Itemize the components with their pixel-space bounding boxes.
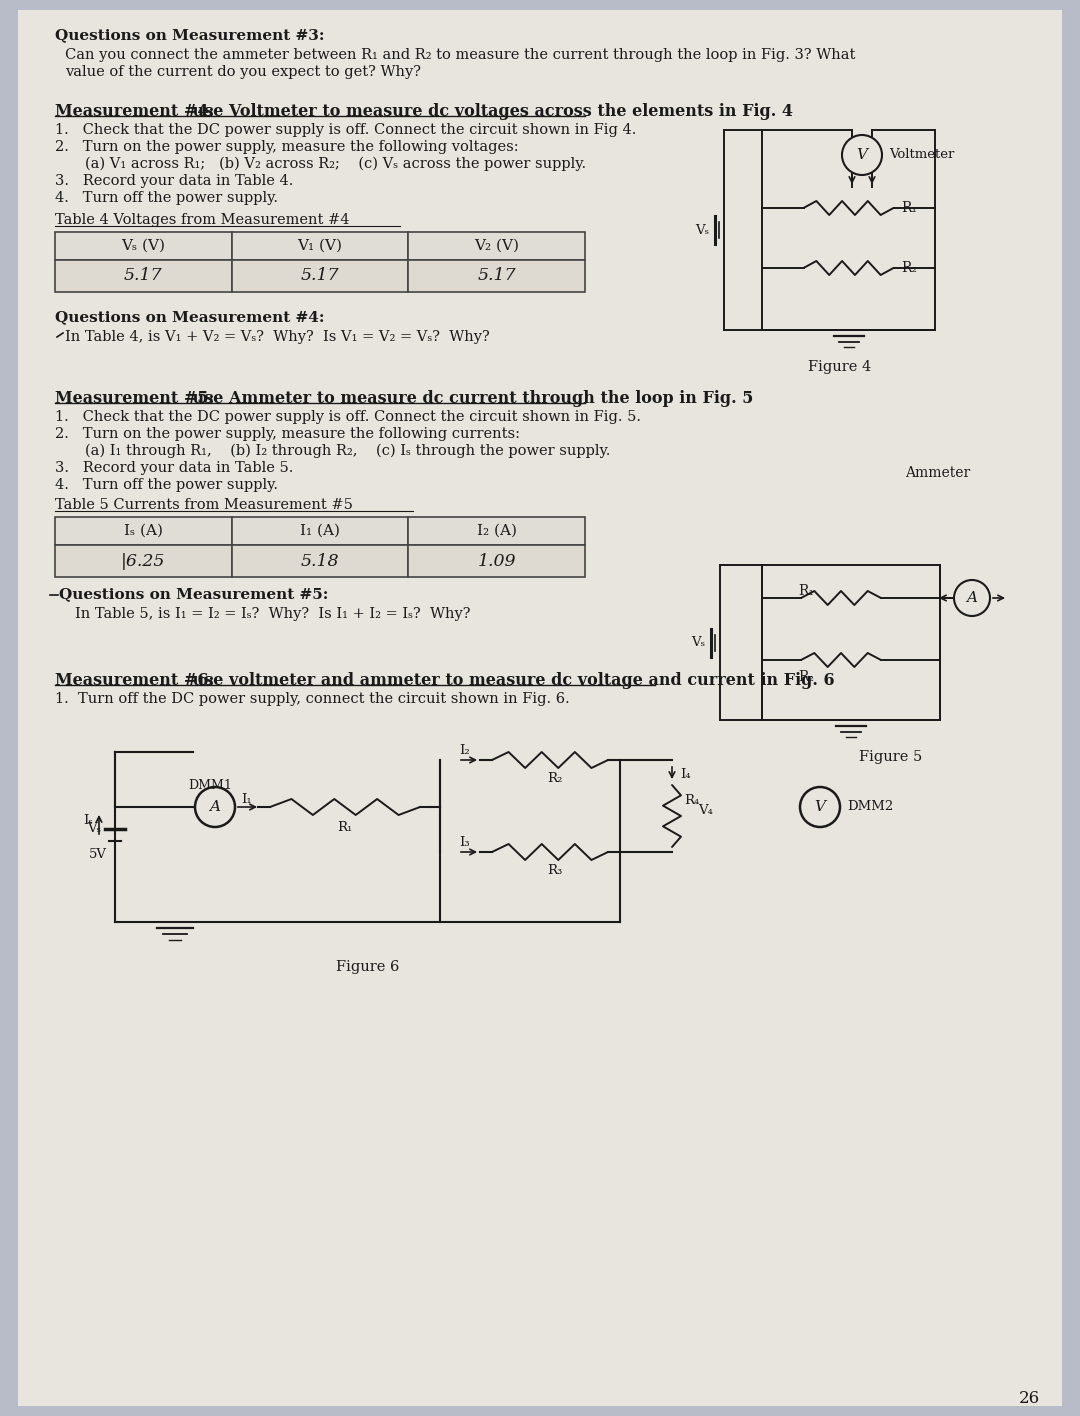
Bar bbox=[408, 517, 585, 545]
Text: Measurement #6:: Measurement #6: bbox=[55, 673, 215, 690]
Text: Table 5 Currents from Measurement #5: Table 5 Currents from Measurement #5 bbox=[55, 498, 353, 513]
Text: 1.  Turn off the DC power supply, connect the circuit shown in Fig. 6.: 1. Turn off the DC power supply, connect… bbox=[55, 692, 570, 707]
Bar bbox=[55, 517, 232, 545]
Text: use Voltmeter to measure dc voltages across the elements in Fig. 4: use Voltmeter to measure dc voltages acr… bbox=[187, 103, 793, 120]
Text: Figure 4: Figure 4 bbox=[808, 360, 872, 374]
Text: 3.   Record your data in Table 5.: 3. Record your data in Table 5. bbox=[55, 462, 294, 474]
Text: R₁: R₁ bbox=[902, 201, 917, 215]
Bar bbox=[232, 517, 408, 545]
Text: R₂: R₂ bbox=[548, 772, 563, 784]
Bar bbox=[55, 232, 232, 261]
Text: In Table 5, is I₁ = I₂ = Iₛ?  Why?  Is I₁ + I₂ = Iₛ?  Why?: In Table 5, is I₁ = I₂ = Iₛ? Why? Is I₁ … bbox=[75, 607, 471, 622]
Text: Iₛ: Iₛ bbox=[83, 814, 93, 827]
Circle shape bbox=[954, 581, 990, 616]
Text: (a) I₁ through R₁,    (b) I₂ through R₂,    (c) Iₛ through the power supply.: (a) I₁ through R₁, (b) I₂ through R₂, (c… bbox=[85, 445, 610, 459]
Bar bbox=[408, 261, 585, 292]
Text: use voltmeter and ammeter to measure dc voltage and current in Fig. 6: use voltmeter and ammeter to measure dc … bbox=[187, 673, 835, 690]
Text: R₂: R₂ bbox=[798, 670, 814, 684]
Text: Questions on Measurement #4:: Questions on Measurement #4: bbox=[55, 310, 324, 324]
Text: 5.17: 5.17 bbox=[477, 268, 516, 285]
Bar bbox=[232, 261, 408, 292]
Text: 3.   Record your data in Table 4.: 3. Record your data in Table 4. bbox=[55, 174, 294, 188]
Text: R₁: R₁ bbox=[337, 821, 353, 834]
Bar bbox=[55, 545, 232, 576]
Text: Measurement #4:: Measurement #4: bbox=[55, 103, 215, 120]
Bar bbox=[232, 545, 408, 576]
Text: 2.   Turn on the power supply, measure the following voltages:: 2. Turn on the power supply, measure the… bbox=[55, 140, 518, 154]
Text: In Table 4, is V₁ + V₂ = Vₛ?  Why?  Is V₁ = V₂ = Vₛ?  Why?: In Table 4, is V₁ + V₂ = Vₛ? Why? Is V₁ … bbox=[65, 330, 489, 344]
Text: V₁ (V): V₁ (V) bbox=[297, 239, 342, 253]
Text: 1.09: 1.09 bbox=[477, 552, 516, 569]
Bar bbox=[232, 232, 408, 261]
Text: R₃: R₃ bbox=[548, 864, 563, 877]
Text: 5.17: 5.17 bbox=[124, 268, 163, 285]
Text: 4.   Turn off the power supply.: 4. Turn off the power supply. bbox=[55, 191, 278, 205]
Text: use Ammeter to measure dc current through the loop in Fig. 5: use Ammeter to measure dc current throug… bbox=[187, 389, 754, 406]
Text: DMM1: DMM1 bbox=[188, 779, 232, 792]
Text: 26: 26 bbox=[1018, 1391, 1040, 1408]
Text: Figure 5: Figure 5 bbox=[860, 750, 922, 765]
Text: 2.   Turn on the power supply, measure the following currents:: 2. Turn on the power supply, measure the… bbox=[55, 428, 519, 440]
Text: DMM2: DMM2 bbox=[847, 800, 893, 814]
Text: R₁: R₁ bbox=[798, 583, 814, 598]
Text: |6.25: |6.25 bbox=[121, 552, 165, 569]
Text: 1.   Check that the DC power supply is off. Connect the circuit shown in Fig 4.: 1. Check that the DC power supply is off… bbox=[55, 123, 636, 137]
Text: Vₛ: Vₛ bbox=[691, 636, 705, 649]
Text: (a) V₁ across R₁;   (b) V₂ across R₂;    (c) Vₛ across the power supply.: (a) V₁ across R₁; (b) V₂ across R₂; (c) … bbox=[85, 157, 586, 171]
Circle shape bbox=[195, 787, 235, 827]
Text: I₁: I₁ bbox=[242, 793, 253, 806]
Text: 5V: 5V bbox=[89, 848, 107, 861]
Text: Questions on Measurement #3:: Questions on Measurement #3: bbox=[55, 28, 324, 42]
Text: Figure 6: Figure 6 bbox=[336, 960, 400, 974]
Text: 4.   Turn off the power supply.: 4. Turn off the power supply. bbox=[55, 479, 278, 491]
Text: V₄: V₄ bbox=[698, 804, 713, 817]
Text: I₃: I₃ bbox=[460, 835, 470, 850]
Text: 5.18: 5.18 bbox=[300, 552, 339, 569]
Text: I₂: I₂ bbox=[460, 743, 471, 758]
Circle shape bbox=[800, 787, 840, 827]
Text: Voltmeter: Voltmeter bbox=[889, 149, 955, 161]
Bar bbox=[55, 261, 232, 292]
Text: R₂: R₂ bbox=[902, 261, 918, 275]
Text: I₁ (A): I₁ (A) bbox=[300, 524, 340, 538]
Circle shape bbox=[842, 135, 882, 176]
Text: Ammeter: Ammeter bbox=[905, 466, 970, 480]
Text: Can you connect the ammeter between R₁ and R₂ to measure the current through the: Can you connect the ammeter between R₁ a… bbox=[65, 48, 855, 62]
Text: V: V bbox=[856, 149, 867, 161]
Text: A: A bbox=[967, 590, 977, 605]
Text: 5.17: 5.17 bbox=[300, 268, 339, 285]
Text: V₂ (V): V₂ (V) bbox=[474, 239, 519, 253]
Text: Iₛ (A): Iₛ (A) bbox=[124, 524, 163, 538]
Text: A: A bbox=[210, 800, 220, 814]
Text: V: V bbox=[814, 800, 825, 814]
Text: R₄: R₄ bbox=[684, 794, 699, 807]
Text: Vₛ: Vₛ bbox=[694, 224, 710, 236]
Text: I₂ (A): I₂ (A) bbox=[476, 524, 516, 538]
Text: 1.   Check that the DC power supply is off. Connect the circuit shown in Fig. 5.: 1. Check that the DC power supply is off… bbox=[55, 411, 642, 423]
Text: Vₛ: Vₛ bbox=[86, 823, 102, 835]
Text: Vₛ (V): Vₛ (V) bbox=[121, 239, 165, 253]
Text: I₄: I₄ bbox=[680, 767, 690, 780]
Text: Questions on Measurement #5:: Questions on Measurement #5: bbox=[59, 588, 328, 600]
Bar bbox=[408, 232, 585, 261]
Text: value of the current do you expect to get? Why?: value of the current do you expect to ge… bbox=[65, 65, 421, 79]
Text: Measurement #5:: Measurement #5: bbox=[55, 389, 215, 406]
Text: Table 4 Voltages from Measurement #4: Table 4 Voltages from Measurement #4 bbox=[55, 212, 350, 227]
Bar bbox=[408, 545, 585, 576]
